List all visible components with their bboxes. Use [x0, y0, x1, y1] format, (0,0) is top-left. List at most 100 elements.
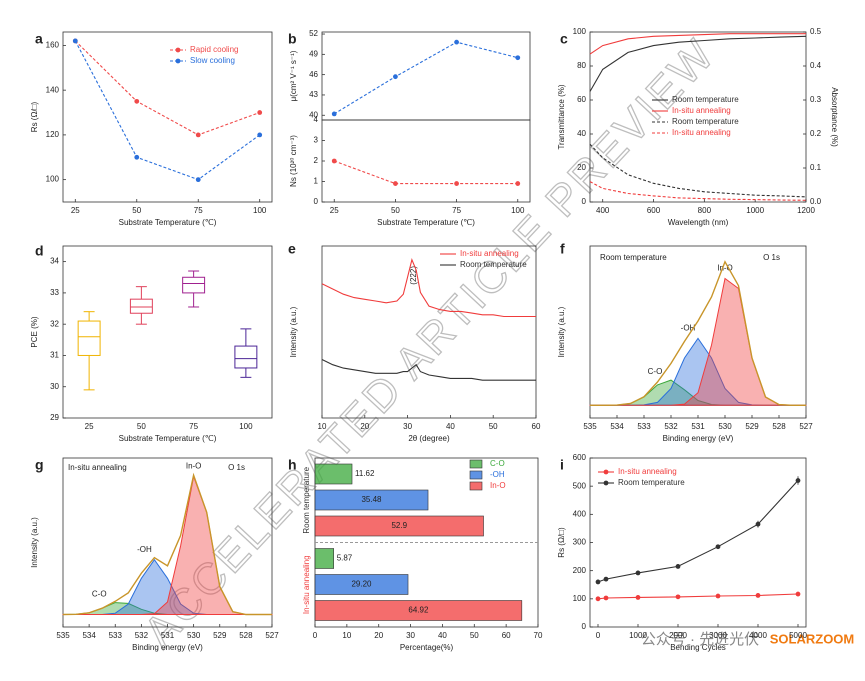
- y2-tick-label: 0.2: [810, 129, 822, 138]
- peak-label: In-O: [186, 462, 202, 471]
- legend-label: In-situ annealing: [618, 467, 677, 476]
- series-line: [62, 472, 272, 616]
- x-tick-label: 532: [135, 631, 149, 640]
- y-tick-label: 3: [314, 136, 319, 145]
- data-point: [257, 132, 263, 138]
- x-axis-label: Bending Cycles: [670, 643, 726, 652]
- box: [234, 345, 258, 369]
- x-tick-label: 800: [698, 206, 712, 215]
- panel-letter: c: [560, 31, 568, 47]
- x-tick-label: 5000: [789, 631, 807, 640]
- data-point: [72, 38, 78, 44]
- peak-label: -OH: [681, 323, 696, 332]
- data-point: [393, 74, 398, 80]
- x-tick-label: 25: [71, 206, 80, 215]
- y-tick-label: 40: [309, 110, 318, 119]
- x-tick-label: 530: [187, 631, 201, 640]
- x-axis-label: Substrate Temperature (℃): [119, 218, 217, 227]
- plot-frame: [62, 31, 273, 203]
- legend-marker: [603, 480, 609, 486]
- y-tick-label: 31: [50, 351, 59, 360]
- x-tick-label: 100: [239, 422, 253, 431]
- data-point: [515, 55, 521, 61]
- data-point: [515, 181, 521, 186]
- y-tick-label: 0: [582, 622, 587, 631]
- box: [182, 276, 206, 294]
- y-tick-label: 4: [314, 115, 319, 124]
- y-tick-label: 30: [50, 382, 59, 391]
- x-tick-label: 10: [342, 631, 351, 640]
- bar-value-label: 35.48: [361, 495, 382, 504]
- x-tick-label: 50: [489, 422, 498, 431]
- legend-label: Room temperature: [460, 260, 527, 269]
- panel-letter: f: [560, 241, 565, 257]
- bar: [314, 515, 484, 537]
- series-line: [590, 260, 806, 406]
- y2-tick-label: 0.3: [810, 95, 822, 104]
- legend-label: Slow cooling: [190, 56, 235, 65]
- legend-label: In-situ annealing: [672, 106, 731, 115]
- watermark: ACCELERATED ARTICLE PREVIEW: [135, 29, 725, 657]
- data-point: [715, 544, 721, 550]
- data-point: [795, 478, 801, 483]
- x-tick-label: 600: [647, 206, 661, 215]
- legend-label: In-situ annealing: [460, 249, 519, 258]
- y-tick-label: 120: [46, 130, 60, 139]
- annotation: O 1s: [763, 253, 780, 262]
- panel-letter: i: [560, 457, 564, 473]
- panel-letter: b: [288, 31, 297, 47]
- series-line: [597, 593, 799, 600]
- x-tick-label: 20: [374, 631, 383, 640]
- y-tick-label: 32: [50, 319, 59, 328]
- y-axis-label: Ns (10²⁰ cm⁻³): [289, 135, 298, 187]
- y-axis-label: Intensity (a.u.): [289, 306, 298, 357]
- x-tick-label: 530: [718, 422, 732, 431]
- brand-watermark: SOLARZOOM: [770, 631, 855, 646]
- annotation: O 1s: [228, 463, 245, 472]
- data-point: [454, 39, 459, 45]
- x-tick-label: 40: [446, 422, 455, 431]
- bar-value-label: 29.20: [351, 580, 372, 589]
- y-axis-label: Intensity (a.u.): [30, 517, 39, 568]
- data-point: [603, 576, 609, 582]
- x-tick-label: 30: [403, 422, 412, 431]
- series-line: [321, 359, 536, 381]
- x-tick-label: 531: [691, 422, 705, 431]
- account-watermark: 公众号 · 先进光伏: [641, 631, 759, 648]
- group-label: In-situ annealing: [302, 555, 311, 614]
- y-axis-label: PCE (%): [30, 316, 39, 347]
- x-tick-label: 4000: [749, 631, 767, 640]
- y2-tick-label: 0.5: [810, 27, 822, 36]
- y-tick-label: 160: [46, 41, 60, 50]
- x-tick-label: 535: [56, 631, 70, 640]
- legend-marker: [603, 469, 609, 475]
- x-tick-label: 75: [189, 422, 198, 431]
- y-tick-label: 100: [573, 594, 587, 603]
- y-axis-label: Transmittance (%): [557, 84, 566, 149]
- peak-label: In-O: [717, 264, 733, 273]
- y-tick-label: 400: [573, 509, 587, 518]
- bar-value-label: 5.87: [337, 554, 353, 563]
- data-point: [715, 593, 721, 599]
- data-point: [635, 595, 641, 600]
- box: [129, 298, 153, 314]
- x-axis-label: 2θ (degree): [408, 434, 450, 443]
- data-point: [755, 521, 761, 527]
- x-tick-label: 400: [596, 206, 610, 215]
- series-line: [334, 160, 518, 185]
- data-point: [393, 181, 398, 186]
- y-axis-label: Rs (Ω/□): [557, 527, 566, 558]
- y-tick-label: 29: [50, 413, 59, 422]
- data-point: [755, 593, 761, 598]
- x-axis-label: Binding energy (eV): [132, 643, 203, 652]
- peak-label: C-O: [92, 590, 107, 599]
- series-line: [589, 33, 806, 55]
- bar: [314, 463, 353, 485]
- x-tick-label: 50: [470, 631, 479, 640]
- x-tick-label: 10: [318, 422, 327, 431]
- legend-swatch: [469, 459, 483, 469]
- series-line: [589, 181, 807, 201]
